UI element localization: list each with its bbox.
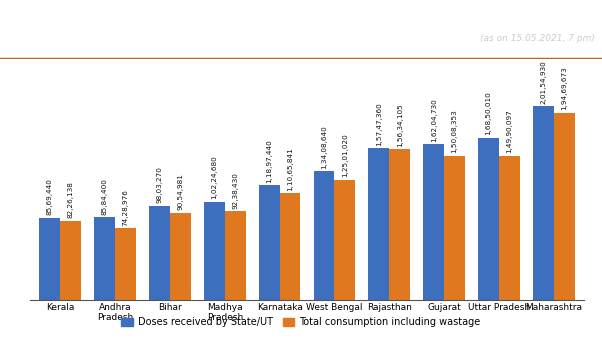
Text: 1,62,04,730: 1,62,04,730 <box>430 98 436 142</box>
Bar <box>60 221 81 300</box>
Bar <box>170 213 191 300</box>
Text: 1,18,97,440: 1,18,97,440 <box>266 139 272 183</box>
Text: Doses received and consumed by the states: Doses received and consumed by the state… <box>7 19 509 38</box>
Bar <box>259 185 279 300</box>
Bar <box>149 206 170 300</box>
Bar <box>533 106 554 300</box>
Text: 1,10,65,841: 1,10,65,841 <box>287 147 293 191</box>
Text: 2,01,54,930: 2,01,54,930 <box>541 60 547 103</box>
Text: 90,54,981: 90,54,981 <box>178 174 184 211</box>
Bar <box>279 194 300 300</box>
Text: 1,25,01,020: 1,25,01,020 <box>342 134 348 177</box>
Text: 1,56,34,105: 1,56,34,105 <box>397 103 403 147</box>
Text: 85,69,440: 85,69,440 <box>47 178 53 215</box>
Bar <box>368 148 389 300</box>
Bar <box>499 156 520 300</box>
Text: 74,28,976: 74,28,976 <box>123 189 128 226</box>
Bar <box>204 202 225 300</box>
Bar <box>115 228 136 300</box>
Bar <box>423 144 444 300</box>
Text: 85,84,400: 85,84,400 <box>102 178 108 215</box>
Legend: Doses received by State/UT, Total consumption including wastage: Doses received by State/UT, Total consum… <box>117 313 485 331</box>
Bar <box>314 171 335 300</box>
Bar <box>335 180 355 300</box>
Bar <box>444 156 465 300</box>
Text: 98,03,270: 98,03,270 <box>157 166 163 203</box>
Text: 1,68,50,010: 1,68,50,010 <box>486 92 491 135</box>
Bar <box>39 218 60 300</box>
Text: 1,34,08,640: 1,34,08,640 <box>321 125 327 168</box>
Text: (as on 15.05.2021, 7 pm): (as on 15.05.2021, 7 pm) <box>480 34 595 43</box>
Text: 1,49,90,097: 1,49,90,097 <box>506 109 512 153</box>
Bar <box>478 138 499 300</box>
Text: 1,50,08,353: 1,50,08,353 <box>452 109 458 153</box>
Text: 1,57,47,360: 1,57,47,360 <box>376 102 382 146</box>
Bar <box>225 211 246 300</box>
Text: 1,94,69,673: 1,94,69,673 <box>561 66 567 110</box>
Text: 92,38,430: 92,38,430 <box>232 172 238 209</box>
Bar <box>554 113 575 300</box>
Text: 1,02,24,680: 1,02,24,680 <box>211 155 217 199</box>
Text: 82,26,138: 82,26,138 <box>67 182 73 218</box>
Bar <box>389 149 410 300</box>
Bar <box>95 217 115 300</box>
